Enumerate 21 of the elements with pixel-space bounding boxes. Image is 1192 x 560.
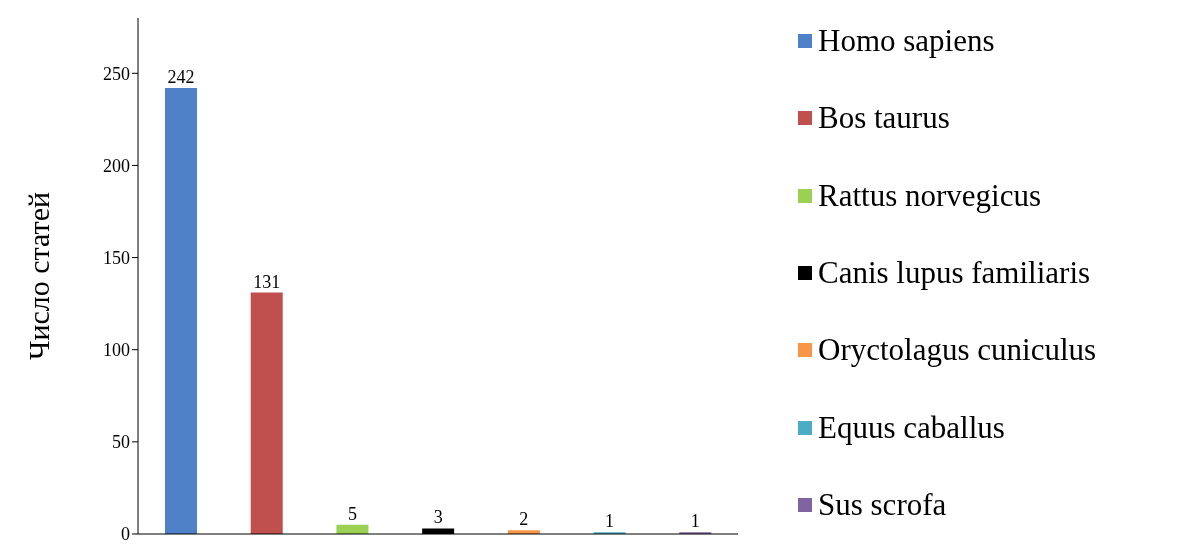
legend-label: Sus scrofa	[818, 486, 947, 523]
y-axis-title: Число статей	[21, 191, 55, 361]
y-tick-label: 150	[103, 247, 130, 268]
legend-label: Canis lupus familiaris	[818, 254, 1091, 291]
data-label: 131	[253, 271, 281, 292]
y-tick-label: 250	[103, 63, 130, 84]
data-label: 1	[605, 511, 615, 532]
y-tick-label: 50	[112, 432, 130, 453]
legend-label: Homo sapiens	[818, 23, 995, 59]
data-label: 3	[433, 507, 443, 528]
y-tick-label: 200	[103, 155, 130, 176]
data-label: 2	[519, 509, 529, 530]
data-label: 5	[347, 503, 357, 524]
data-label: 1	[690, 511, 700, 532]
legend-label: Rattus norvegicus	[818, 177, 1041, 214]
y-tick-label: 100	[103, 340, 130, 361]
legend-label: Bos taurus	[818, 100, 950, 137]
y-tick-label: 0	[121, 524, 130, 545]
data-label: 242	[167, 67, 195, 88]
legend-label: Equus caballus	[818, 409, 1005, 446]
legend-label: Oryctolagus cuniculus	[818, 332, 1097, 369]
